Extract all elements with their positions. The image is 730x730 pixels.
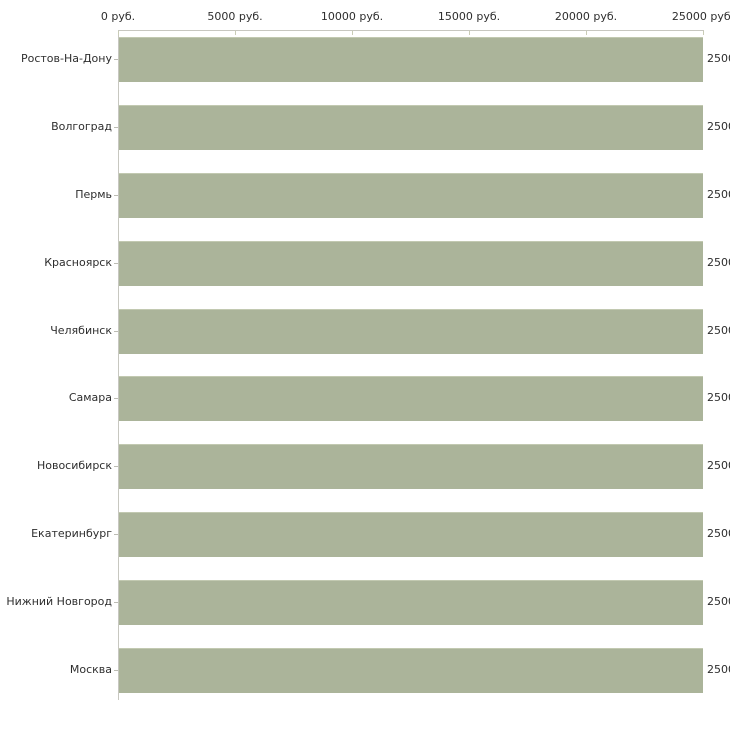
y-axis-tick — [114, 398, 118, 399]
category-label: Нижний Новгород — [6, 595, 112, 608]
category-label: Екатеринбург — [31, 527, 112, 540]
bar — [119, 37, 703, 82]
category-label: Москва — [69, 663, 112, 676]
x-axis-tick — [235, 31, 236, 35]
y-axis-tick — [114, 466, 118, 467]
category-label: Челябинск — [50, 324, 112, 337]
bar — [119, 241, 703, 286]
y-axis-tick — [114, 670, 118, 671]
value-label: 25000 руб. — [707, 120, 730, 133]
bar — [119, 648, 703, 693]
category-label: Красноярск — [44, 256, 112, 269]
bar — [119, 376, 703, 421]
value-label: 25000 руб. — [707, 527, 730, 540]
y-axis-tick — [114, 331, 118, 332]
category-label: Волгоград — [51, 120, 112, 133]
category-label: Пермь — [75, 188, 112, 201]
value-label: 25000 руб. — [707, 595, 730, 608]
x-axis-tick — [586, 31, 587, 35]
y-axis-tick — [114, 534, 118, 535]
bar — [119, 580, 703, 625]
category-label: Ростов-На-Дону — [20, 52, 112, 65]
value-label: 25000 руб. — [707, 324, 730, 337]
x-axis-tick-label: 10000 руб. — [320, 10, 384, 23]
y-axis-tick — [114, 127, 118, 128]
y-axis-tick — [114, 195, 118, 196]
x-axis-tick-label: 25000 руб. — [671, 10, 730, 23]
x-axis-tick — [469, 31, 470, 35]
x-axis-tick — [352, 31, 353, 35]
x-axis-line — [118, 30, 704, 31]
x-axis-tick — [703, 31, 704, 35]
y-axis-line — [118, 30, 119, 700]
x-axis-tick-label: 20000 руб. — [554, 10, 618, 23]
x-axis-tick — [118, 31, 119, 35]
value-label: 25000 руб. — [707, 459, 730, 472]
value-label: 25000 руб. — [707, 188, 730, 201]
y-axis-tick — [114, 602, 118, 603]
value-label: 25000 руб. — [707, 391, 730, 404]
y-axis-tick — [114, 263, 118, 264]
category-label: Новосибирск — [36, 459, 112, 472]
value-label: 25000 руб. — [707, 52, 730, 65]
bar — [119, 512, 703, 557]
x-axis-tick-label: 5000 руб. — [207, 10, 263, 23]
bar — [119, 309, 703, 354]
bar — [119, 105, 703, 150]
value-label: 25000 руб. — [707, 256, 730, 269]
x-axis-tick-label: 0 руб. — [100, 10, 136, 23]
category-label: Самара — [68, 391, 112, 404]
value-label: 25000 руб. — [707, 663, 730, 676]
bar — [119, 173, 703, 218]
y-axis-tick — [114, 59, 118, 60]
bar — [119, 444, 703, 489]
x-axis-tick-label: 15000 руб. — [437, 10, 501, 23]
